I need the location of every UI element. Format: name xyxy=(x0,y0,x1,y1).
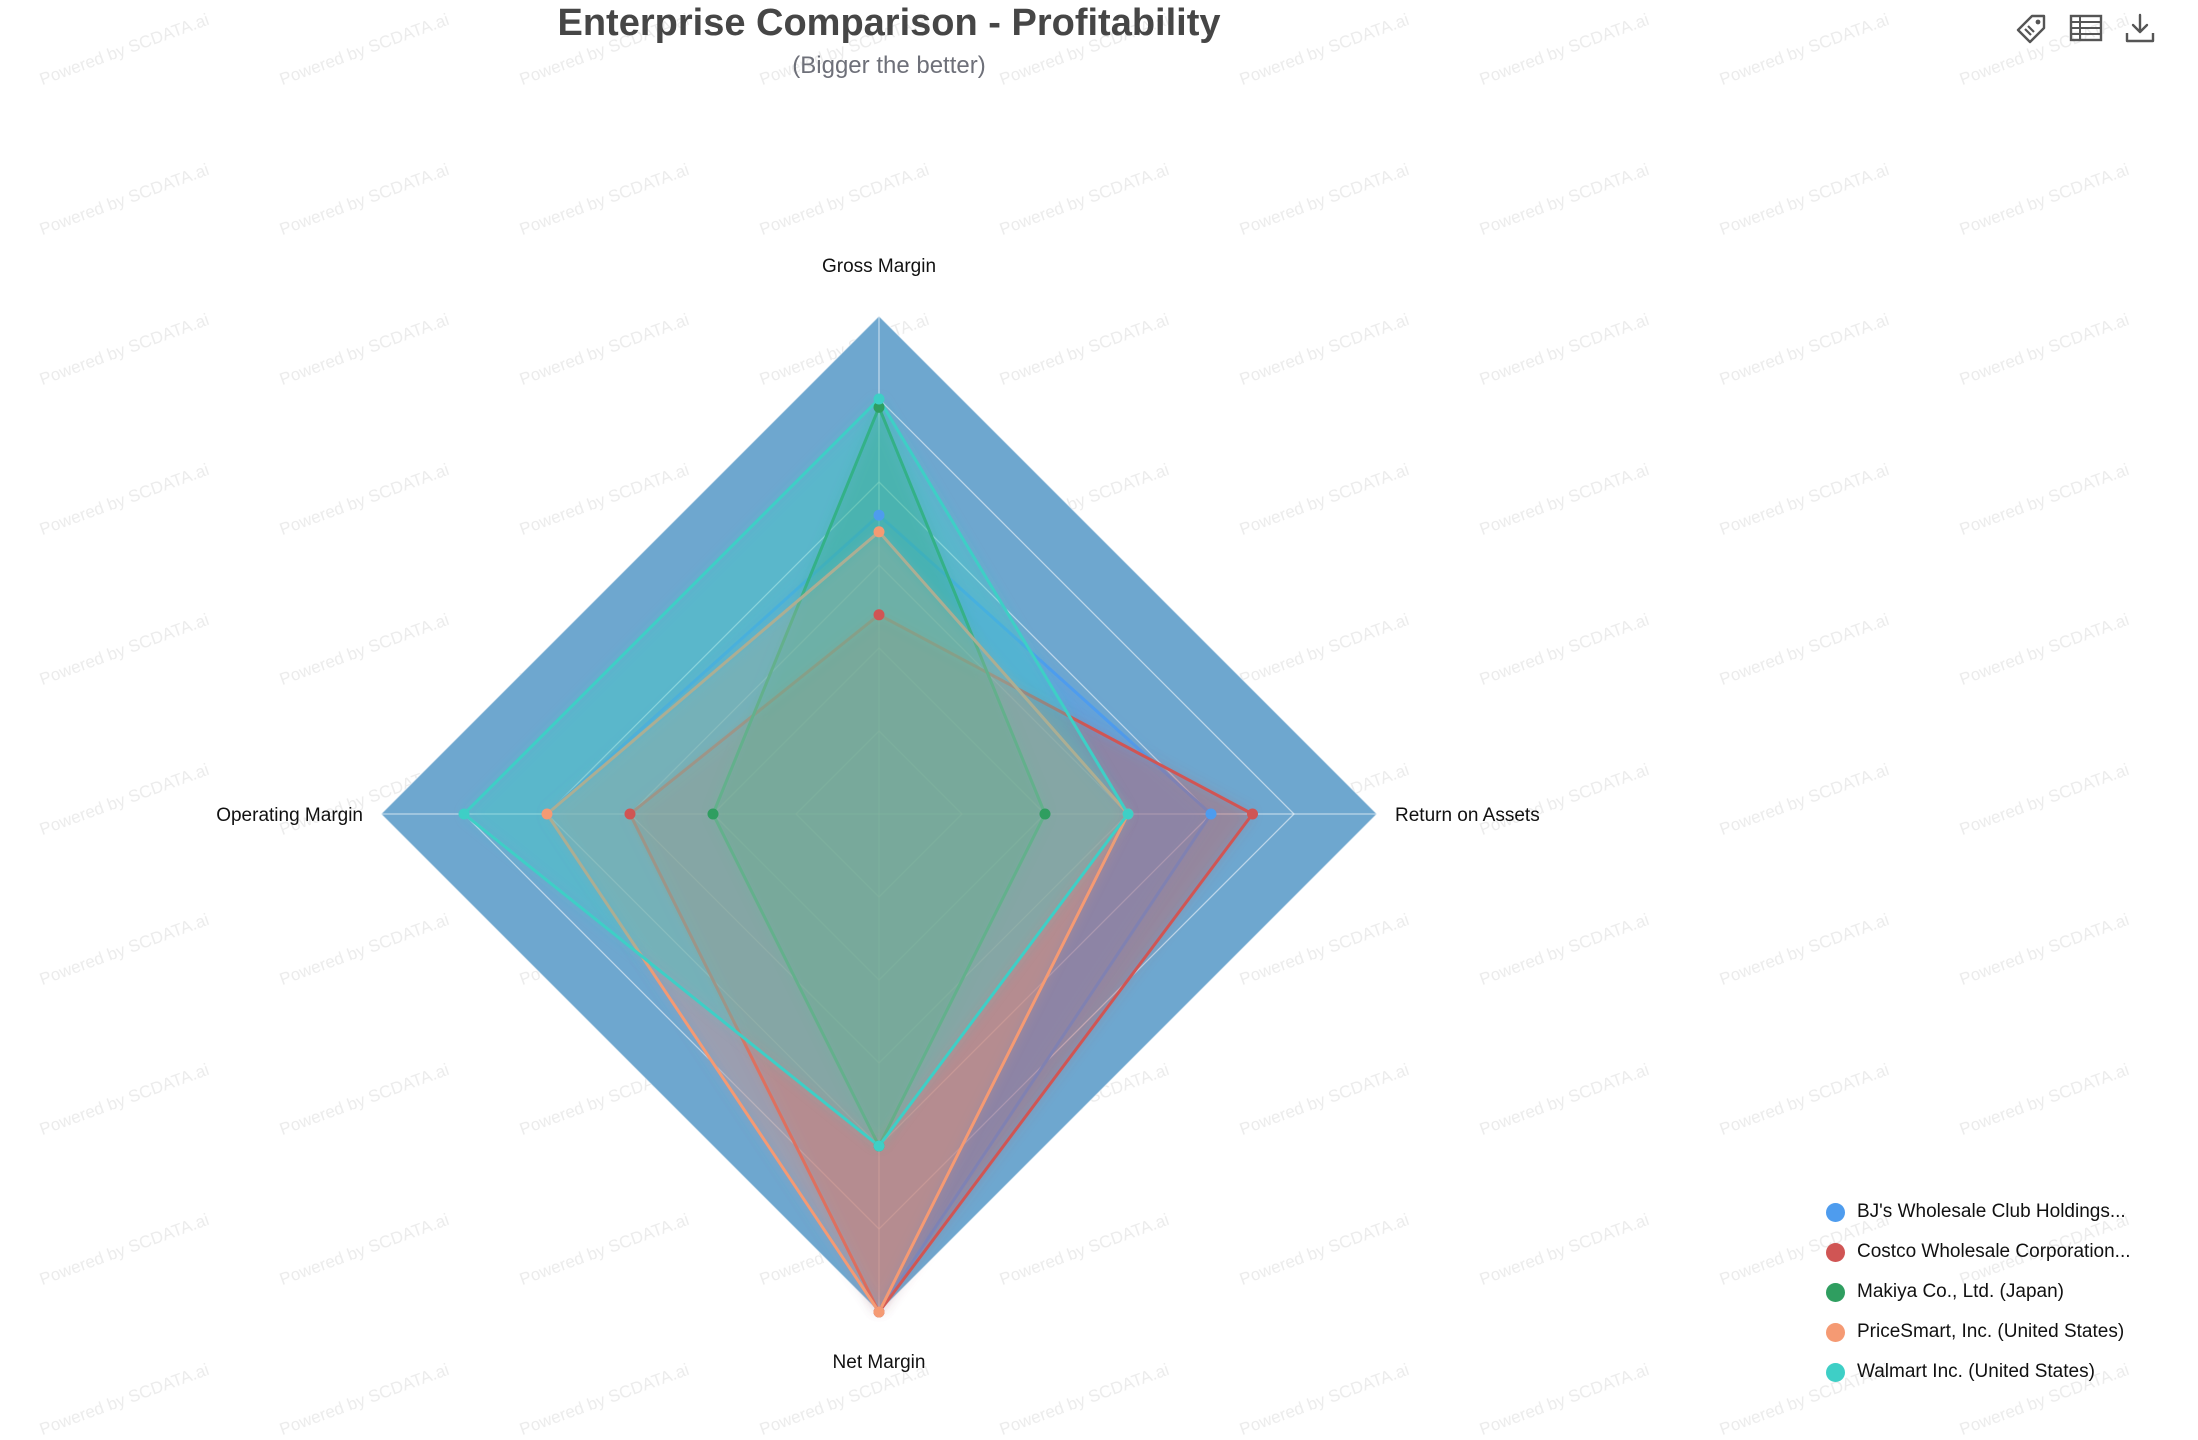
legend-marker xyxy=(1826,1282,1845,1302)
axis-label: Net Margin xyxy=(833,1352,926,1373)
legend-marker xyxy=(1826,1242,1845,1262)
series-area-glow xyxy=(464,399,1128,1146)
data-table-icon[interactable] xyxy=(2068,10,2104,46)
legend-marker xyxy=(1826,1362,1845,1382)
series-point[interactable] xyxy=(873,526,885,538)
download-icon[interactable] xyxy=(2122,10,2158,46)
series-point[interactable] xyxy=(873,509,885,521)
series-point[interactable] xyxy=(873,1306,885,1318)
legend-item[interactable]: Makiya Co., Ltd. (Japan) xyxy=(1826,1272,2131,1312)
series-point[interactable] xyxy=(873,609,885,621)
chart-toolbar xyxy=(2014,10,2158,46)
axis-label: Operating Margin xyxy=(216,805,363,826)
legend-item[interactable]: PriceSmart, Inc. (United States) xyxy=(1826,1312,2131,1352)
legend-item[interactable]: BJ's Wholesale Club Holdings... xyxy=(1826,1192,2131,1232)
legend-label: Walmart Inc. (United States) xyxy=(1857,1361,2095,1382)
series-point[interactable] xyxy=(1039,808,1051,820)
series-point[interactable] xyxy=(1122,808,1134,820)
series-point[interactable] xyxy=(873,401,885,413)
legend-item[interactable]: Walmart Inc. (United States) xyxy=(1826,1352,2131,1392)
legend-marker xyxy=(1826,1202,1845,1222)
legend-item[interactable]: Costco Wholesale Corporation... xyxy=(1826,1232,2131,1272)
legend-label: PriceSmart, Inc. (United States) xyxy=(1857,1321,2125,1342)
tag-icon[interactable] xyxy=(2014,10,2050,46)
axis-label: Return on Assets xyxy=(1395,805,1540,826)
legend-marker xyxy=(1826,1322,1845,1342)
series-point[interactable] xyxy=(1247,808,1258,820)
chart-title: Enterprise Comparison - Profitability xyxy=(557,2,1221,44)
legend-label: Makiya Co., Ltd. (Japan) xyxy=(1857,1281,2064,1302)
axis-label: Gross Margin xyxy=(822,256,936,277)
radar-axis-labels: Gross Margin Return on Assets Net Margin Op… xyxy=(216,256,1540,1373)
chart-subtitle: (Bigger the better) xyxy=(792,52,986,79)
series-point[interactable] xyxy=(624,808,636,820)
series-point[interactable] xyxy=(1205,808,1217,820)
series-point[interactable] xyxy=(873,1140,885,1152)
radar-series-areas xyxy=(462,397,1254,1314)
legend-label: Costco Wholesale Corporation... xyxy=(1857,1241,2131,1262)
legend: BJ's Wholesale Club Holdings... Costco W… xyxy=(1826,1192,2131,1392)
legend-label: BJ's Wholesale Club Holdings... xyxy=(1857,1201,2126,1222)
series-point[interactable] xyxy=(458,808,470,820)
series-point[interactable] xyxy=(707,808,719,820)
series-point[interactable] xyxy=(541,808,553,820)
series-point[interactable] xyxy=(873,393,885,405)
radar-series-points xyxy=(458,393,1258,1318)
